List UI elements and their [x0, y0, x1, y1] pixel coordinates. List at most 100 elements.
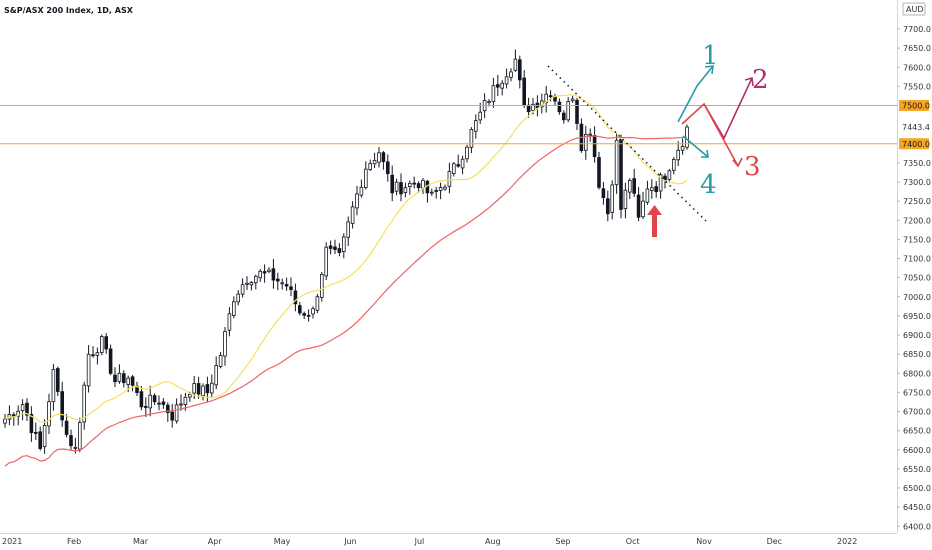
annotation-4: 4 [700, 170, 717, 200]
y-tick-label: 7250.0 [903, 197, 931, 206]
candle-body [672, 159, 676, 171]
candle-body [429, 191, 434, 194]
y-tick-label: 6500.0 [903, 484, 931, 493]
candle-body [363, 168, 368, 188]
candle-body [302, 313, 306, 316]
candle-body [258, 270, 262, 279]
candle-body [346, 221, 350, 238]
candle-body [165, 404, 170, 413]
candle-body [443, 186, 447, 190]
candle-body [355, 193, 359, 209]
candle-body [267, 269, 271, 273]
y-tick-label: 7300.0 [903, 178, 931, 187]
y-tick-label: 6400.0 [903, 522, 931, 531]
candle-body [297, 305, 302, 314]
last-price-label: 7443.4 [902, 123, 930, 132]
candle-body [34, 432, 38, 434]
candle-body [47, 401, 51, 427]
candle-body [421, 179, 425, 189]
y-tick-label: 6600.0 [903, 446, 931, 455]
y-tick-label: 6900.0 [903, 331, 931, 340]
y-tick-label: 6800.0 [903, 369, 931, 378]
y-tick-label: 7550.0 [903, 82, 931, 91]
candle-body [91, 354, 95, 357]
red-up-arrow [647, 205, 662, 237]
candle-body [394, 181, 399, 192]
candle-body [100, 336, 104, 353]
x-tick-label: Oct [626, 537, 640, 546]
x-tick-label: Nov [696, 537, 712, 546]
y-tick-label: 6650.0 [903, 427, 931, 436]
candle-body [513, 58, 518, 71]
candle-body [451, 163, 456, 174]
candle-body [456, 164, 460, 167]
candle-body [16, 410, 20, 417]
candle-body [187, 393, 192, 398]
candle-body [601, 188, 606, 199]
candle-body [280, 282, 284, 285]
candle-body [676, 149, 680, 161]
y-tick-label: 6750.0 [903, 388, 931, 397]
candle-body [328, 245, 333, 249]
y-tick-label: 6450.0 [903, 503, 931, 512]
candle-body [416, 183, 421, 189]
candle-body [566, 101, 570, 121]
candle-body [548, 95, 553, 98]
candle-body [650, 187, 654, 191]
candle-body [680, 146, 685, 151]
candle-body [95, 352, 100, 356]
y-tick-label: 7600.0 [903, 63, 931, 72]
candle-body [619, 138, 623, 210]
candle-body [3, 418, 7, 424]
candle-body [359, 186, 364, 196]
candle-body [201, 385, 205, 397]
y-tick-label: 6700.0 [903, 408, 931, 417]
candle-body [504, 76, 509, 85]
candle-body [557, 101, 562, 113]
candle-body [522, 77, 526, 105]
axis-price-labels: 7500.0 7400.0 7443.4 [899, 100, 930, 150]
candle-body [597, 157, 601, 188]
candle-body [390, 174, 394, 194]
candle-body [592, 135, 597, 157]
candle-body [636, 194, 641, 218]
candle-body [562, 112, 566, 121]
candle-body [117, 372, 122, 382]
candle-body [645, 188, 650, 203]
candle-body [319, 274, 324, 298]
candle-body [209, 382, 214, 394]
y-tick-label: 7650.0 [903, 44, 931, 53]
candle-body [434, 190, 438, 192]
x-tick-label: Mar [133, 537, 149, 546]
level-price-label-2: 7400.0 [902, 140, 930, 149]
moving-average-line-2 [4, 135, 688, 467]
candle-body [368, 163, 372, 170]
candle-body [526, 104, 531, 113]
candle-body [104, 336, 109, 350]
candle-body [42, 425, 47, 448]
level-price-tag-1 [899, 100, 929, 111]
candle-body [223, 331, 227, 357]
candle-body [275, 278, 280, 282]
y-axis-ticks: 6400.0 6450.0 6500.0 6550.0 6600.0 6650.0 6700… [897, 25, 931, 531]
candle-body [588, 133, 592, 136]
candle-body [473, 120, 478, 132]
candle-body [113, 374, 117, 383]
x-axis-ticks: 2021 Feb Mar Apr May Jun Jul Aug Sep Oct Nov Dec 202… [2, 537, 857, 546]
candle-body [289, 286, 293, 290]
y-tick-label: 7150.0 [903, 235, 931, 244]
candle-body [654, 186, 658, 193]
candle-body [465, 146, 469, 160]
x-tick-label: Jul [414, 537, 425, 546]
y-tick-label: 6850.0 [903, 350, 931, 359]
candle-body [641, 200, 645, 218]
candle-body [385, 161, 390, 175]
currency-button[interactable]: AUD [902, 2, 926, 16]
candle-body [126, 377, 131, 385]
candle-body [130, 376, 135, 386]
candle-body [425, 180, 430, 194]
downtrend-dotted-line [547, 65, 707, 222]
scenario-1-path [677, 65, 714, 123]
